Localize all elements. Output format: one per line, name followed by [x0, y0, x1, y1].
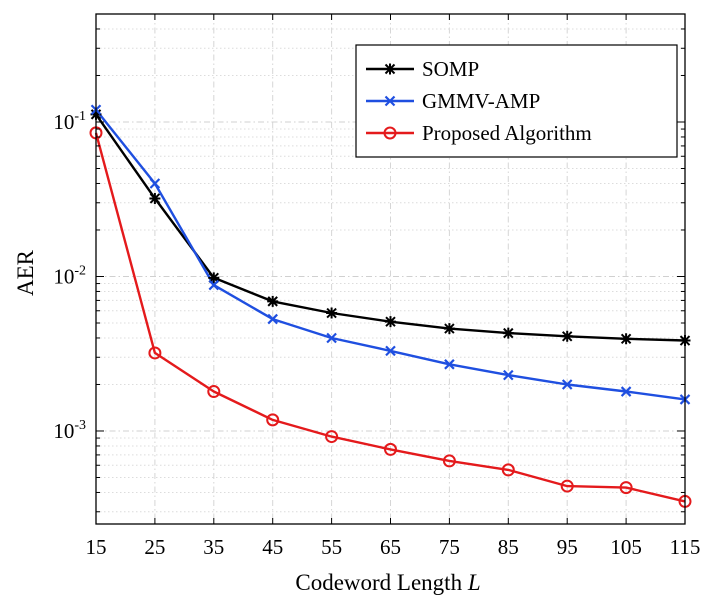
- x-tick-label: 55: [321, 535, 342, 559]
- marker-circle: [619, 481, 633, 495]
- marker-circle: [442, 454, 456, 468]
- marker-x: [620, 386, 632, 397]
- x-tick-label: 95: [557, 535, 578, 559]
- marker-x: [503, 369, 514, 381]
- y-tick-label: 10-2: [53, 263, 86, 288]
- marker-star: [267, 295, 279, 307]
- marker-circle: [266, 413, 280, 427]
- marker-star: [149, 192, 161, 204]
- y-tick-label: 10-3: [53, 418, 86, 443]
- marker-circle: [325, 430, 339, 444]
- marker-x: [385, 345, 396, 357]
- marker-star: [502, 327, 514, 339]
- y-tick-base: 10: [53, 264, 74, 288]
- marker-star: [620, 333, 632, 345]
- x-tick-label: 45: [262, 535, 283, 559]
- marker-star: [443, 323, 455, 335]
- x-tick-label: 25: [144, 535, 165, 559]
- marker-star: [561, 330, 573, 342]
- x-tick-label: 85: [498, 535, 519, 559]
- axis-ticks: [95, 13, 686, 524]
- legend-label: GMMV-AMP: [422, 89, 540, 113]
- y-tick-exponent: -2: [74, 263, 86, 278]
- x-tick-labels: 15 25 35 45 55 65 75 85 95 105 115: [86, 535, 701, 559]
- y-tick-base: 10: [53, 419, 74, 443]
- x-tick-label: 35: [203, 535, 224, 559]
- marker-x: [208, 279, 220, 291]
- marker-star: [385, 316, 396, 328]
- marker-x: [561, 379, 573, 390]
- marker-x: [444, 359, 455, 370]
- x-tick-label: 65: [380, 535, 401, 559]
- x-axis-title-text: Codeword Length: [295, 570, 462, 595]
- marker-circle: [207, 385, 221, 399]
- x-tick-label: 105: [610, 535, 642, 559]
- marker-circle: [384, 442, 397, 456]
- y-tick-label: 10-1: [53, 109, 86, 134]
- marker-circle: [560, 479, 574, 493]
- marker-star: [326, 307, 338, 319]
- x-axis-title-symbol: L: [467, 570, 481, 595]
- x-tick-label: 15: [86, 535, 107, 559]
- y-tick-labels: 10-110-210-3: [53, 109, 86, 443]
- series-markers: [89, 104, 692, 508]
- marker-circle: [383, 126, 397, 140]
- x-tick-label: 75: [439, 535, 460, 559]
- y-tick-exponent: -3: [74, 418, 86, 433]
- marker-circle: [148, 346, 162, 360]
- marker-x: [149, 178, 161, 189]
- marker-x: [326, 332, 337, 344]
- x-axis-title: Codeword Length L: [295, 570, 480, 595]
- y-axis-title: AER: [13, 249, 38, 296]
- legend-label: Proposed Algorithm: [422, 121, 592, 145]
- marker-circle: [501, 463, 515, 477]
- x-tick-label: 115: [670, 535, 701, 559]
- y-tick-base: 10: [53, 110, 74, 134]
- marker-star: [208, 272, 220, 284]
- y-tick-exponent: -1: [74, 109, 86, 124]
- legend-label: SOMP: [422, 57, 479, 81]
- legend: SOMP GMMV-AMP Proposed Algorithm: [355, 44, 678, 158]
- series-line: [94, 132, 686, 503]
- marker-x: [384, 95, 396, 107]
- marker-star: [384, 63, 396, 75]
- marker-x: [267, 313, 278, 325]
